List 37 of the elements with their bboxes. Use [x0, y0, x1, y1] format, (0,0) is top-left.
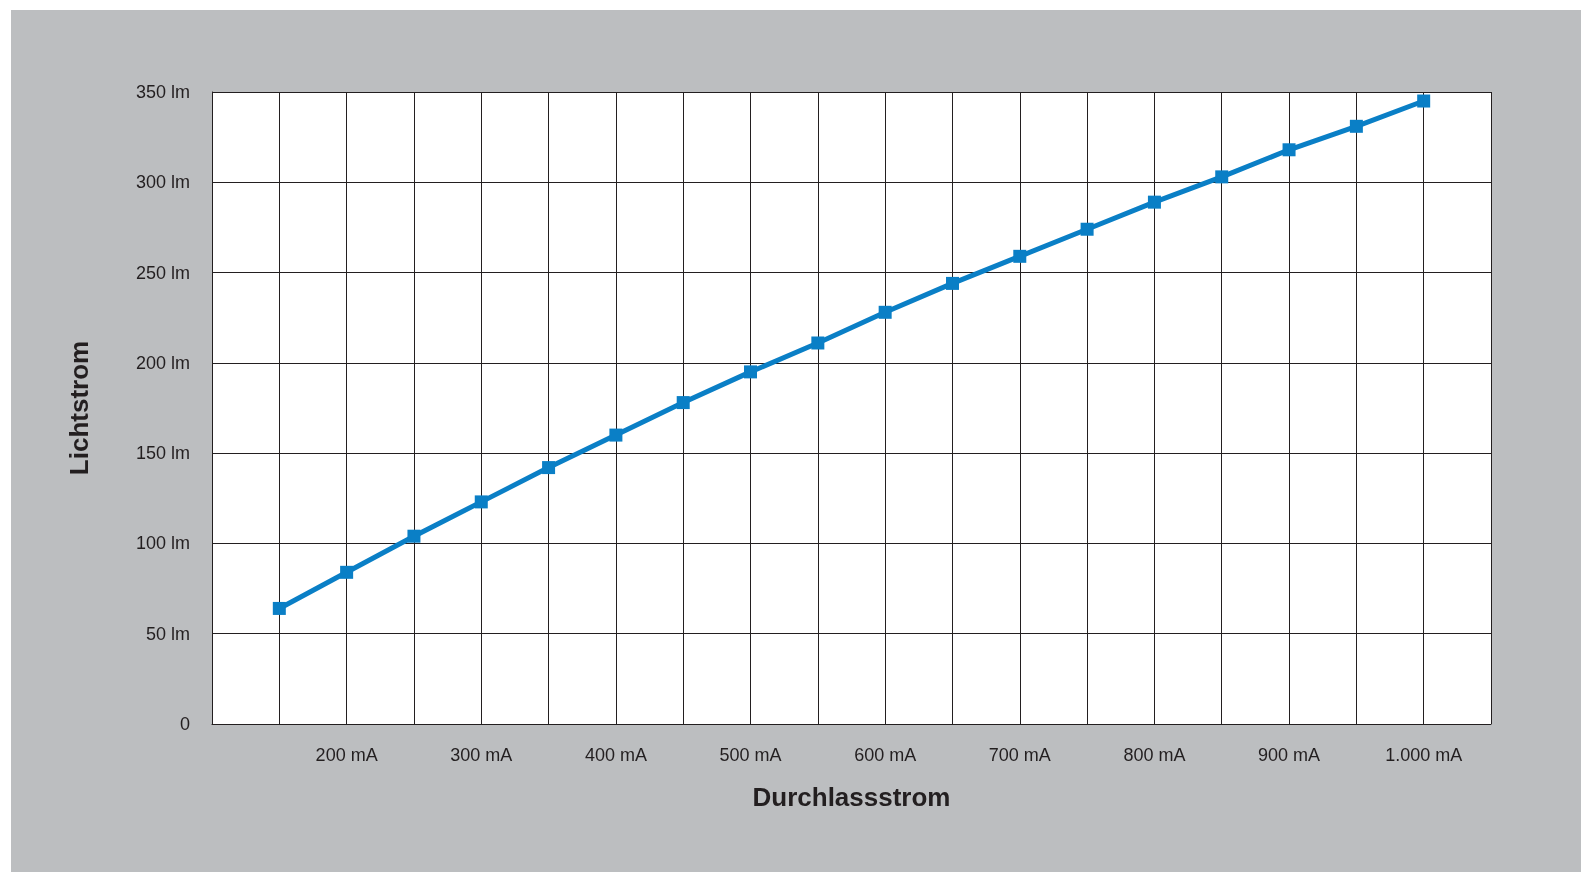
point	[1349, 119, 1363, 133]
point	[340, 565, 354, 579]
x-tick-label: 1.000 mA	[1385, 745, 1463, 765]
point	[407, 529, 421, 543]
y-tick-label: 150 lm	[135, 443, 190, 464]
y-tick-label: 350 lm	[135, 82, 190, 102]
point	[609, 428, 623, 442]
x-tick-label: 300 mA	[450, 745, 513, 765]
x-tick-label: 200 mA	[315, 745, 378, 765]
x-tick-label: 700 mA	[988, 745, 1051, 765]
point	[878, 305, 892, 319]
point	[272, 601, 286, 615]
y-tick-label: 300 lm	[135, 172, 190, 193]
y-tick-label: 200 lm	[135, 352, 190, 373]
x-axis-title: Durchlassstrom	[752, 782, 951, 812]
x-tick-label: 500 mA	[719, 745, 782, 765]
x-tick-label: 600 mA	[854, 745, 917, 765]
x-tick-label: 400 mA	[584, 745, 647, 765]
y-tick-label: 0	[179, 714, 190, 734]
point	[676, 396, 690, 410]
point	[811, 336, 825, 350]
point	[1215, 170, 1229, 184]
point	[744, 365, 758, 379]
point	[1147, 195, 1161, 209]
y-tick-label: 100 lm	[135, 533, 190, 554]
x-tick-label: 800 mA	[1123, 745, 1186, 765]
point	[1080, 222, 1094, 236]
y-tick-label: 250 lm	[135, 262, 190, 283]
point	[1282, 143, 1296, 157]
point	[474, 495, 488, 509]
point	[1013, 249, 1027, 263]
y-axis-title: Lichtstrom	[64, 340, 94, 476]
point	[945, 276, 959, 290]
point	[1417, 94, 1431, 108]
x-tick-label: 900 mA	[1258, 745, 1321, 765]
point	[542, 461, 556, 475]
y-tick-label: 50 lm	[145, 623, 190, 644]
